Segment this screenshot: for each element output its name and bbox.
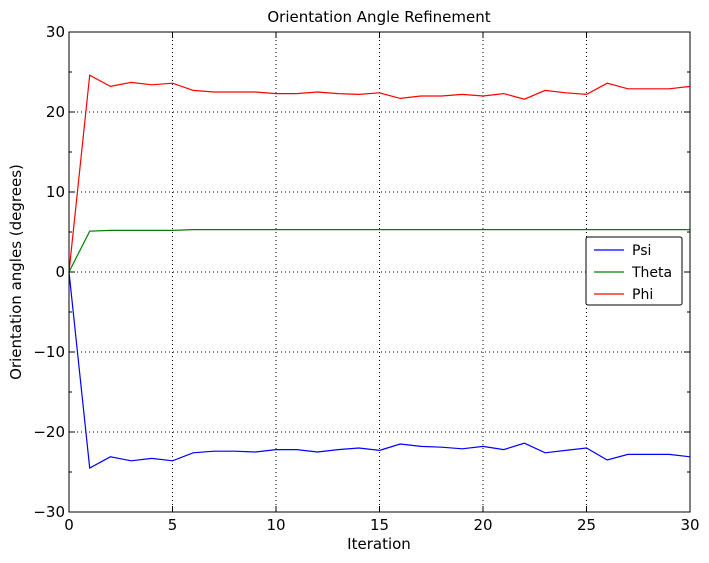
legend-label-theta: Theta	[631, 265, 672, 281]
ticks	[68, 31, 691, 513]
x-tick-label: 25	[577, 516, 596, 534]
y-tick-label: −30	[33, 503, 65, 521]
y-tick-label: −10	[33, 343, 65, 361]
x-tick-label: 20	[473, 516, 492, 534]
legend-label-phi: Phi	[632, 287, 653, 303]
legend-box	[585, 236, 683, 306]
x-tick-labels: 0 5 10 15 20 25 30	[64, 516, 699, 534]
y-tick-label: −20	[33, 423, 65, 441]
series-line-psi	[68, 271, 691, 469]
series-layer	[68, 74, 691, 469]
legend-label-psi: Psi	[632, 243, 651, 259]
y-tick-label: 20	[46, 103, 65, 121]
chart-title: Orientation Angle Refinement	[267, 8, 490, 26]
x-tick-label: 30	[680, 516, 699, 534]
y-tick-label: 10	[46, 183, 65, 201]
y-axis-label: Orientation angles (degrees)	[7, 164, 25, 380]
y-tick-labels: −30 −20 −10 0 10 20 30	[33, 23, 65, 521]
series-line-theta	[68, 229, 690, 273]
grid	[69, 32, 690, 512]
x-tick-label: 5	[168, 516, 178, 534]
series-line-phi	[68, 74, 691, 273]
y-tick-label: 0	[55, 263, 65, 281]
x-tick-label: 15	[370, 516, 389, 534]
x-tick-label: 0	[64, 516, 74, 534]
y-tick-label: 30	[46, 23, 65, 41]
x-axis-label: Iteration	[347, 535, 411, 553]
x-tick-label: 10	[266, 516, 285, 534]
legend: Psi Theta Phi	[585, 236, 683, 306]
